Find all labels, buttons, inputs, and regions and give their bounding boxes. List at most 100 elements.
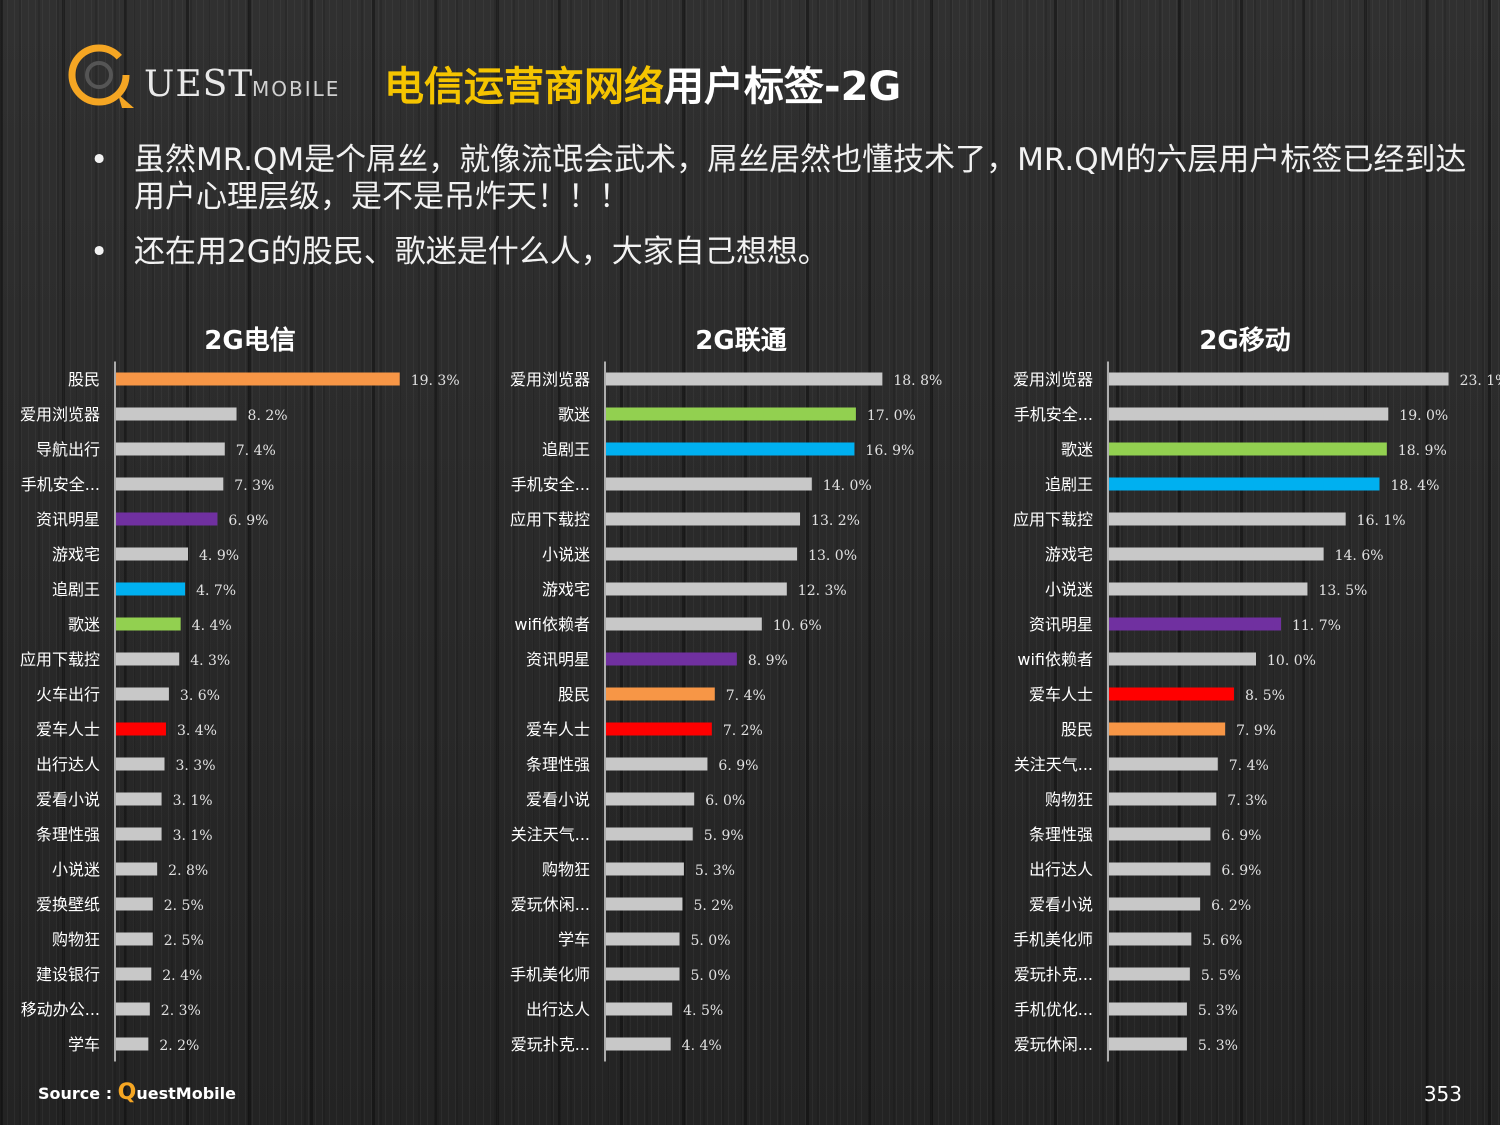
category-label: 爱玩休闲... [1014,1035,1093,1054]
category-label: 追剧王 [1045,475,1093,494]
bar [606,512,801,526]
bar [606,862,684,876]
category-label: 手机安全... [1014,405,1093,424]
category-label: 歌迷 [68,615,100,634]
category-label: 条理性强 [1029,825,1093,844]
data-label: 3. 1% [173,828,213,844]
data-label: 7. 4% [236,443,276,459]
bar [606,757,708,771]
chart-2g-mobile: 2G移动 爱用浏览器 23. 1% 手机安全... 19. 0% 歌迷 18. 9% 追剧王… [995,310,1500,1070]
data-label: 5. 3% [1198,1038,1238,1054]
bar [116,687,169,701]
data-label: 14. 0% [823,478,872,494]
category-label: 应用下载控 [20,650,100,669]
bar [1109,932,1192,946]
source-q: Q [117,1080,137,1105]
page-number: 353 [1423,1082,1462,1106]
category-label: 学车 [558,930,590,949]
chart-title: 2G电信 [204,326,296,356]
category-label: 关注天气... [511,825,590,844]
data-label: 16. 9% [865,443,914,459]
bar [116,1002,150,1016]
bullet-list: • 虽然MR.QM是个屌丝，就像流氓会武术，屌丝居然也懂技术了，MR.QM的六层… [90,142,1470,289]
chart-2g-unicom: 2G联通 爱用浏览器 18. 8% 歌迷 17. 0% 追剧王 16. 9% 手机安全...… [490,310,1000,1070]
data-label: 10. 6% [773,618,822,634]
bar [116,407,237,421]
data-label: 5. 2% [693,898,733,914]
bar [116,827,162,841]
bar [1109,547,1324,561]
category-label: 移动办公... [21,1000,100,1019]
data-label: 2. 8% [168,863,208,879]
category-label: 资讯明星 [1029,615,1093,634]
bar [1109,722,1226,736]
data-label: 7. 3% [1227,793,1267,809]
data-label: 7. 3% [234,478,274,494]
category-label: 爱用浏览器 [20,405,100,424]
data-label: 4. 5% [683,1003,723,1019]
category-label: 条理性强 [36,825,100,844]
bar-chart-svg: 股民 19. 3% 爱用浏览器 8. 2% 导航出行 7. 4% 手机安全... 7. 3% 资… [20,361,460,1062]
data-label: 18. 8% [893,373,942,389]
category-label: 小说迷 [542,545,590,564]
category-label: 应用下载控 [1013,510,1093,529]
category-label: 爱看小说 [1029,895,1093,914]
category-label: 手机优化... [1014,1000,1093,1019]
category-label: 出行达人 [1029,860,1093,879]
data-label: 5. 0% [691,968,731,984]
bar [116,722,166,736]
category-label: 游戏宅 [52,545,100,564]
bar [606,442,855,456]
category-label: 资讯明星 [526,650,590,669]
bar [1109,442,1387,456]
questmobile-logo: UEST MOBILE [66,42,346,112]
bullet-item: • 虽然MR.QM是个屌丝，就像流氓会武术，屌丝居然也懂技术了，MR.QM的六层… [90,142,1470,216]
category-label: 爱车人士 [526,720,590,739]
category-label: 火车出行 [36,685,100,704]
page-title: 电信运营商网络用户标签-2G [384,54,901,112]
data-label: 3. 3% [176,758,216,774]
data-label: 2. 5% [164,898,204,914]
bar [606,932,680,946]
data-label: 23. 1% [1460,373,1500,389]
chart-title: 2G移动 [1199,326,1291,356]
bar [1109,967,1190,981]
category-label: 应用下载控 [510,510,590,529]
bar [606,582,787,596]
bar-chart-svg: 爱用浏览器 23. 1% 手机安全... 19. 0% 歌迷 18. 9% 追剧王 18. 4… [1013,361,1500,1062]
data-label: 5. 3% [695,863,735,879]
category-label: wifi依赖者 [514,615,590,634]
data-label: 6. 2% [1211,898,1251,914]
bar [1109,1002,1187,1016]
bar [116,967,152,981]
data-label: 14. 6% [1335,548,1384,564]
data-label: 2. 3% [161,1003,201,1019]
data-label: 18. 4% [1390,478,1439,494]
data-label: 2. 5% [164,933,204,949]
data-label: 3. 6% [180,688,220,704]
data-label: 11. 7% [1292,618,1341,634]
bar [116,757,165,771]
bar [606,722,712,736]
bullet-dot-icon: • [90,234,109,270]
bar [606,792,695,806]
bar [116,477,224,491]
category-label: 购物狂 [542,860,590,879]
source-name: uestMobile [136,1084,236,1103]
category-label: 股民 [68,370,100,389]
data-label: 13. 5% [1318,583,1367,599]
data-label: 5. 6% [1202,933,1242,949]
bullet-text: 还在用2G的股民、歌迷是什么人，大家自己想想。 [134,234,829,270]
data-label: 17. 0% [867,408,916,424]
category-label: 爱用浏览器 [1013,370,1093,389]
data-label: 13. 2% [811,513,860,529]
data-label: 5. 9% [704,828,744,844]
bar [1109,757,1218,771]
category-label: 条理性强 [526,755,590,774]
bar [606,687,715,701]
category-label: 歌迷 [1061,440,1093,459]
bar [606,652,737,666]
bar [116,652,180,666]
bullet-text: 虽然MR.QM是个屌丝，就像流氓会武术，屌丝居然也懂技术了，MR.QM的六层用户… [134,142,1467,215]
logo-wordmark: UEST [144,64,254,105]
